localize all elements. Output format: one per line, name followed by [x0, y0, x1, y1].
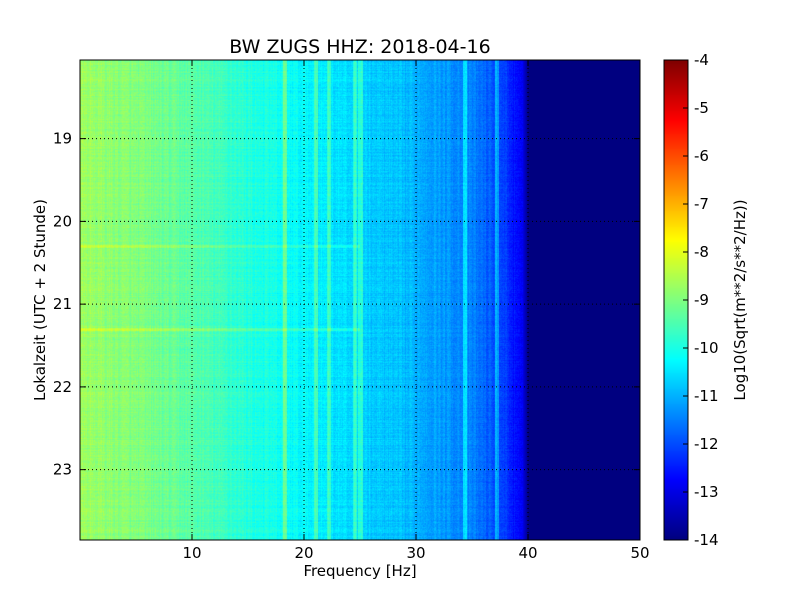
y-axis-ticks: 19 20 21 22 23	[53, 130, 640, 479]
colorbar-tick-label: -4	[694, 51, 709, 69]
y-tick-label: 23	[53, 461, 72, 479]
colorbar-tick-label: -9	[694, 291, 709, 309]
x-axis-label: Frequency [Hz]	[303, 562, 417, 580]
colorbar-tick-label: -14	[694, 531, 719, 549]
colorbar-ticks: -4 -5 -6 -7 -8 -9 -10 -11 -12 -13 -14	[683, 51, 719, 549]
colorbar-label: Log10(Sqrt(m**2/s**2/Hz))	[731, 199, 749, 401]
colorbar-tick-label: -7	[694, 195, 709, 213]
x-tick-label: 30	[406, 544, 425, 562]
y-axis-label: Lokalzeit (UTC + 2 Stunde)	[31, 199, 49, 401]
colorbar-tick-label: -8	[694, 243, 709, 261]
grid-lines	[80, 60, 640, 540]
colorbar-tick-label: -10	[694, 339, 719, 357]
y-tick-label: 21	[53, 295, 72, 313]
colorbar-tick-label: -13	[694, 483, 719, 501]
spectrogram-canvas-holder	[80, 60, 640, 540]
x-tick-label: 20	[294, 544, 313, 562]
colorbar-tick-label: -5	[694, 99, 709, 117]
x-tick-label: 50	[630, 544, 649, 562]
plot-frame	[79, 59, 641, 541]
x-tick-label: 10	[182, 544, 201, 562]
y-tick-label: 22	[53, 378, 72, 396]
x-tick-label: 40	[518, 544, 537, 562]
y-tick-label: 20	[53, 212, 72, 230]
colorbar-tick-label: -12	[694, 435, 719, 453]
y-tick-label: 19	[53, 130, 72, 148]
x-axis-ticks: 10 20 30 40 50	[182, 60, 650, 562]
colorbar-tick-label: -6	[694, 147, 709, 165]
chart-title: BW ZUGS HHZ: 2018-04-16	[229, 36, 491, 58]
colorbar-tick-label: -11	[694, 387, 719, 405]
